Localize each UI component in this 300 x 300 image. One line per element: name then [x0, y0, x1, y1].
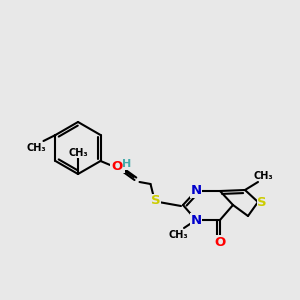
- Text: CH₃: CH₃: [168, 230, 188, 240]
- Text: CH₃: CH₃: [27, 143, 46, 153]
- Text: O: O: [214, 236, 226, 248]
- Text: N: N: [190, 184, 202, 197]
- Text: CH₃: CH₃: [68, 148, 88, 158]
- Text: O: O: [111, 160, 122, 173]
- Text: CH₃: CH₃: [253, 171, 273, 181]
- Text: H: H: [122, 159, 131, 169]
- Text: S: S: [151, 194, 160, 208]
- Text: S: S: [257, 196, 267, 209]
- Text: N: N: [113, 160, 124, 172]
- Text: N: N: [190, 214, 202, 226]
